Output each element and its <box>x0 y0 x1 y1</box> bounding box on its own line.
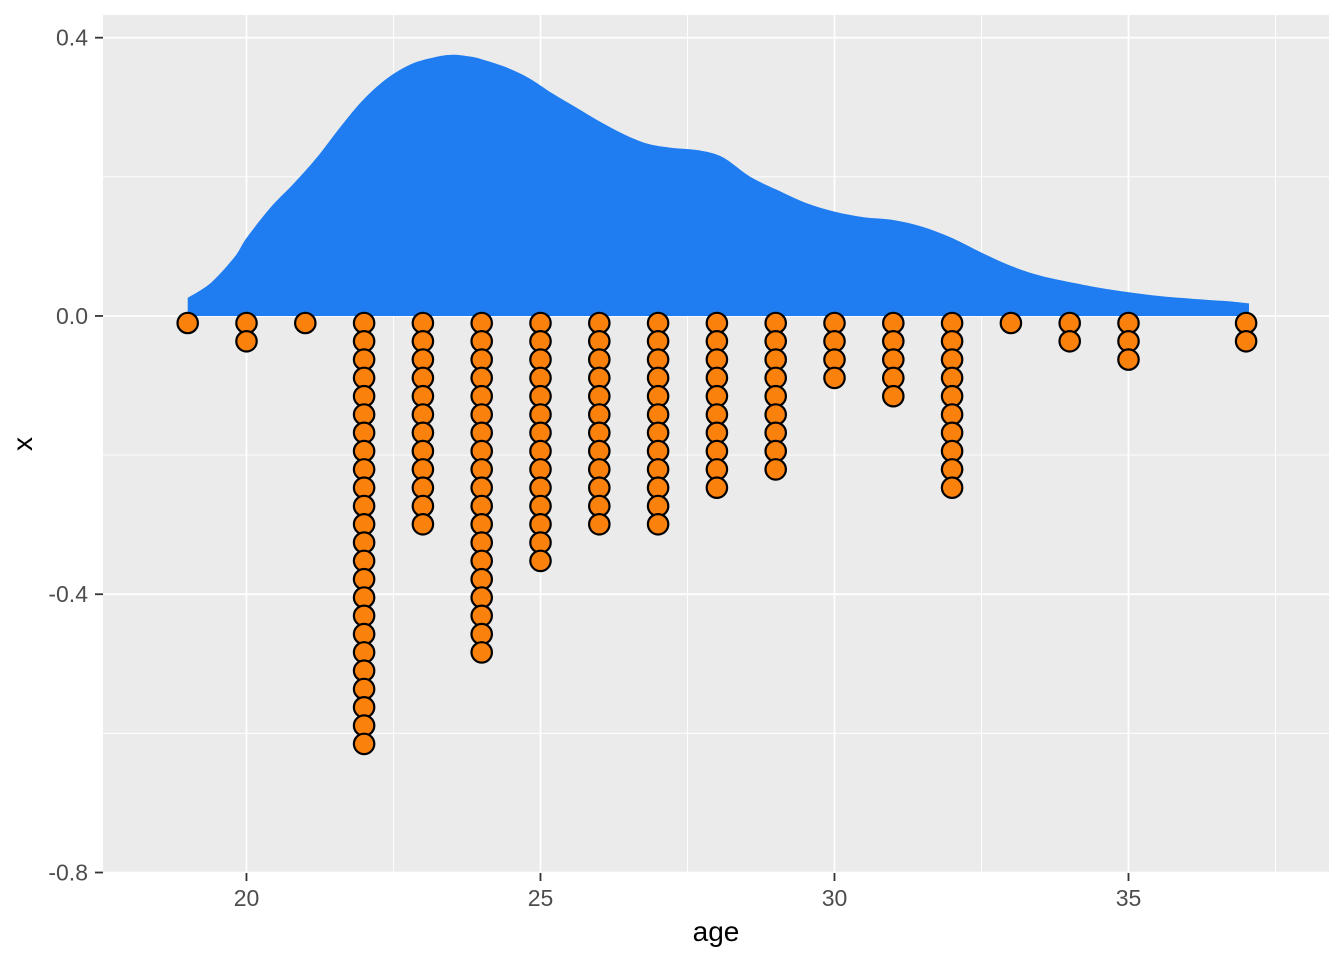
x-axis-title: age <box>693 916 740 947</box>
dot <box>411 512 435 536</box>
dot <box>235 329 258 353</box>
dot <box>529 549 552 573</box>
dot <box>176 311 199 335</box>
x-tick-label: 25 <box>528 885 554 911</box>
dot <box>587 512 611 536</box>
dot <box>293 311 317 335</box>
axis-tick-labels: 20 25 30 35 0.4 0.0 -0.4 -0.8 <box>48 25 1141 911</box>
dot <box>881 384 905 408</box>
dot <box>999 311 1023 335</box>
x-tick-label: 30 <box>822 885 848 911</box>
dot <box>470 641 493 664</box>
dot <box>1234 329 1258 353</box>
dot <box>764 458 787 481</box>
axis-ticks <box>95 36 1130 881</box>
y-tick-label: 0.4 <box>56 25 88 51</box>
y-tick-label: -0.4 <box>48 581 88 607</box>
dot <box>646 512 670 536</box>
y-tick-label: -0.8 <box>48 860 88 886</box>
dot <box>352 732 376 756</box>
dot <box>1058 329 1081 353</box>
panel <box>103 15 1329 874</box>
density-area <box>187 54 1250 317</box>
y-tick-label: 0.0 <box>56 303 88 329</box>
dot <box>823 366 846 390</box>
y-axis-title: x <box>7 437 38 451</box>
x-tick-label: 35 <box>1116 885 1142 911</box>
dot <box>1117 348 1140 371</box>
dot <box>705 476 729 499</box>
dot <box>940 476 964 499</box>
x-tick-label: 20 <box>234 885 260 911</box>
